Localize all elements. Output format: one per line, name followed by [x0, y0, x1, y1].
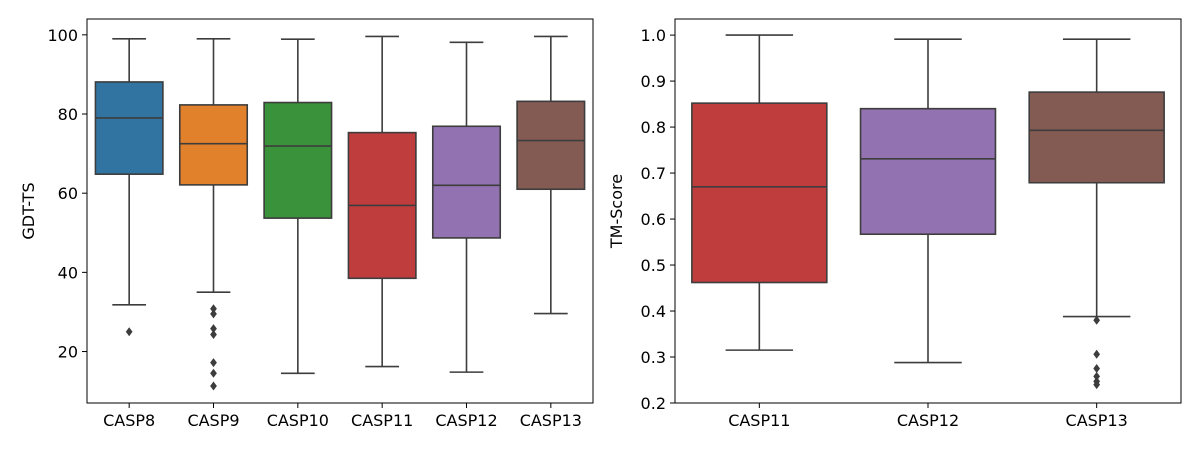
- iqr-box: [516, 100, 586, 191]
- plot-frame: [86, 18, 594, 404]
- outlier-point: [1093, 364, 1101, 374]
- box-casp9: [178, 37, 249, 391]
- outlier-point: [1093, 315, 1101, 325]
- y-tick-label: 1.0: [641, 26, 666, 45]
- y-tick-label: 0.4: [641, 302, 666, 321]
- x-tick-label: CASP11: [728, 411, 790, 430]
- iqr-box: [263, 101, 333, 219]
- outlier-point: [1093, 380, 1101, 390]
- box-casp10: [263, 38, 333, 375]
- iqr-box: [859, 107, 997, 236]
- outlier-point: [210, 368, 217, 378]
- box-casp12: [859, 38, 997, 364]
- x-tick-label: CASP11: [351, 411, 413, 430]
- outlier-point: [210, 330, 217, 340]
- y-tick-label: 0.7: [641, 164, 666, 183]
- x-tick-label: CASP12: [435, 411, 497, 430]
- box-casp11: [347, 35, 417, 368]
- y-tick-label: 0.8: [641, 118, 666, 137]
- y-tick-label: 40: [58, 263, 78, 282]
- x-tick-label: CASP13: [1066, 411, 1128, 430]
- box-casp13: [1028, 38, 1165, 390]
- iqr-box: [94, 81, 164, 175]
- outlier-point: [210, 304, 217, 314]
- outlier-point: [210, 324, 217, 334]
- x-tick-label: CASP9: [187, 411, 239, 430]
- y-tick-label: 60: [58, 184, 78, 203]
- iqr-box: [178, 104, 249, 186]
- y-tick-label: 100: [47, 26, 78, 45]
- outlier-point: [210, 358, 217, 368]
- box-casp13: [516, 35, 586, 315]
- y-axis-label: TM-Score: [607, 174, 626, 249]
- y-tick-label: 0.6: [641, 210, 666, 229]
- x-tick-label: CASP12: [897, 411, 959, 430]
- y-tick-label: 0.5: [641, 256, 666, 275]
- box-casp11: [691, 34, 828, 351]
- gdt-ts-boxplot-panel: 20 40 60 80 100 GDT-TS CASP8 CASP9 CASP10 CASP11 C…: [19, 18, 594, 430]
- outlier-point: [1093, 371, 1101, 381]
- box-casp8: [94, 37, 164, 337]
- x-tick-label: CASP10: [267, 411, 329, 430]
- plot-frame: [674, 18, 1182, 404]
- iqr-box: [431, 125, 502, 239]
- outlier-point: [210, 381, 217, 391]
- y-tick-label: 0.2: [641, 394, 666, 413]
- box-casp12: [431, 41, 502, 373]
- tm-score-boxplot-panel: 0.2 0.3 0.4 0.5 0.6 0.7 0.8 0.9 1.0 TM-Score CASP1…: [607, 18, 1182, 430]
- y-tick-label: 80: [58, 105, 78, 124]
- y-axis-label: GDT-TS: [19, 182, 38, 239]
- outlier-point: [125, 327, 133, 337]
- x-tick-label: CASP8: [103, 411, 155, 430]
- outlier-point: [1093, 349, 1101, 359]
- y-tick-label: 0.3: [641, 348, 666, 367]
- y-tick-label: 20: [58, 343, 78, 362]
- iqr-box: [691, 102, 828, 284]
- outlier-point: [210, 309, 217, 319]
- x-tick-label: CASP13: [520, 411, 582, 430]
- y-tick-label: 0.9: [641, 72, 666, 91]
- iqr-box: [1028, 91, 1165, 184]
